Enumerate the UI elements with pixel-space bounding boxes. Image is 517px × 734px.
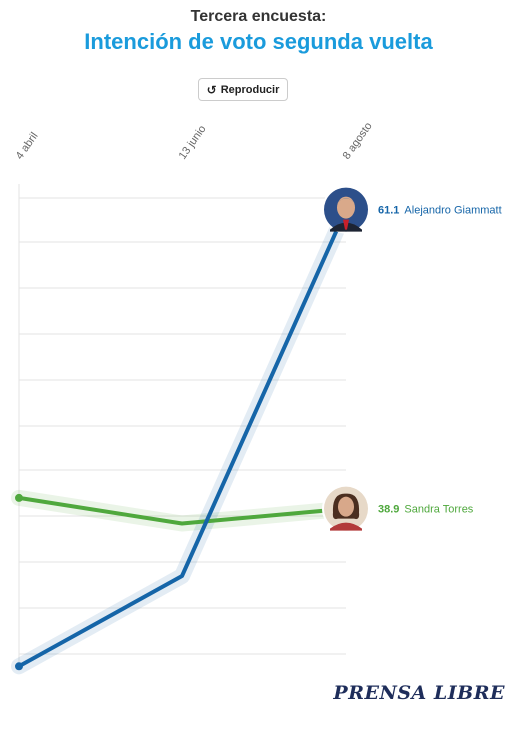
avatar-hair [337,198,355,204]
series-name-label: Alejandro Giammatt [404,205,501,217]
series-value-label: 38.9 [378,504,399,516]
data-point [15,662,23,671]
prensa-libre-logo: PRENSA LIBRE [333,682,505,704]
series-line [17,207,348,669]
chart-kicker: Tercera encuesta: [190,8,327,25]
series-halo [11,201,354,675]
chart-title: Intención de voto segunda vuelta [84,29,433,54]
series-name-label: Sandra Torres [404,504,473,516]
series-halo [11,489,354,532]
series-end-label: 61.1 Alejandro Giammatt [378,205,502,217]
x-tick-label: 8 agosto [341,120,375,161]
data-point [15,493,23,502]
x-tick-label: 13 junio [177,123,209,161]
avatar-torres [322,484,370,533]
series-value-label: 61.1 [378,205,399,217]
avatar-tie [343,219,349,230]
avatar-blouse [330,522,362,531]
avatar-face [338,496,354,517]
replay-label: Reproducir [220,83,280,96]
replay-icon: ↺ [206,82,217,97]
avatar-face [337,196,355,219]
x-tick-label: 4 abril [14,130,41,161]
avatar-giammattei [322,185,370,234]
series-end-label: 38.9 Sandra Torres [378,504,474,516]
series-line [17,495,348,526]
replay-button[interactable]: ↺ Reproducir [198,78,288,101]
